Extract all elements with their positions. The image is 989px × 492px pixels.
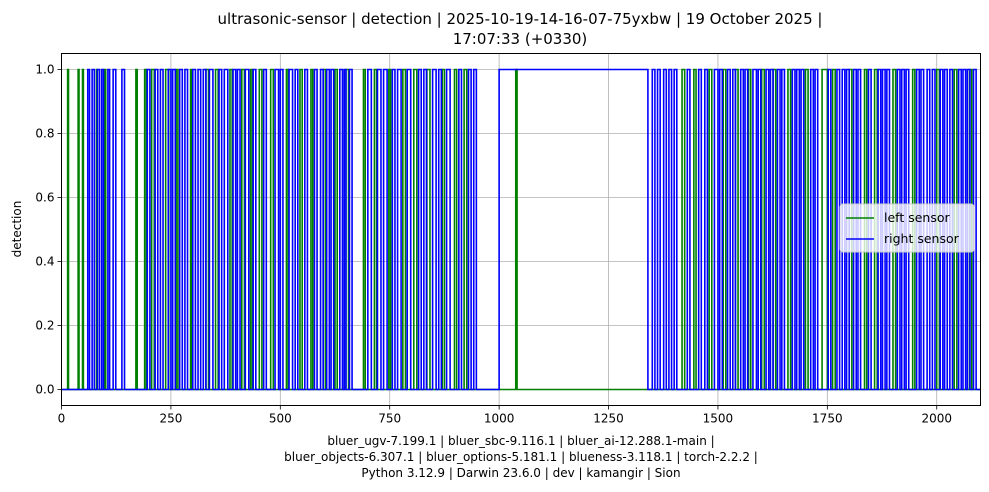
y-axis-label: detection bbox=[10, 201, 24, 258]
legend: left sensor right sensor bbox=[839, 203, 975, 253]
x-axis-label-line-2: bluer_objects-6.307.1 | bluer_options-5.… bbox=[284, 450, 758, 464]
y-tick-label-4: 0.8 bbox=[35, 127, 54, 141]
ticks: 0 250 500 750 1000 1250 1500 1750 2000 0.0 0.2 0.4 0… bbox=[35, 63, 952, 426]
x-axis-label-line-3: Python 3.12.9 | Darwin 23.6.0 | dev | ka… bbox=[361, 466, 680, 480]
x-axis-label: bluer_ugv-7.199.1 | bluer_sbc-9.116.1 | … bbox=[284, 434, 758, 480]
x-tick-label-8: 2000 bbox=[921, 412, 952, 426]
x-tick-label-3: 750 bbox=[378, 412, 401, 426]
x-tick-label-6: 1500 bbox=[703, 412, 734, 426]
chart-title-line-1: ultrasonic-sensor | detection | 2025-10-… bbox=[218, 10, 823, 28]
x-tick-label-7: 1750 bbox=[812, 412, 843, 426]
x-tick-label-2: 500 bbox=[269, 412, 292, 426]
legend-label-right-sensor: right sensor bbox=[884, 231, 960, 246]
chart-title-line-2: 17:07:33 (+0330) bbox=[453, 30, 588, 48]
plot-frame bbox=[61, 53, 981, 406]
axes bbox=[61, 53, 981, 406]
x-tick-label-1: 250 bbox=[159, 412, 182, 426]
x-axis-label-line-1: bluer_ugv-7.199.1 | bluer_sbc-9.116.1 | … bbox=[327, 434, 714, 448]
x-tick-label-5: 1250 bbox=[593, 412, 624, 426]
y-tick-label-1: 0.2 bbox=[35, 319, 54, 333]
x-tick-label-0: 0 bbox=[58, 412, 66, 426]
y-tick-label-5: 1.0 bbox=[35, 63, 54, 77]
legend-label-left-sensor: left sensor bbox=[884, 210, 951, 225]
y-tick-label-2: 0.4 bbox=[35, 255, 54, 269]
x-tick-label-4: 1000 bbox=[484, 412, 515, 426]
y-tick-label-0: 0.0 bbox=[35, 383, 54, 397]
y-tick-label-3: 0.6 bbox=[35, 191, 54, 205]
chart-title: ultrasonic-sensor | detection | 2025-10-… bbox=[218, 10, 823, 48]
legend-box bbox=[839, 203, 975, 253]
